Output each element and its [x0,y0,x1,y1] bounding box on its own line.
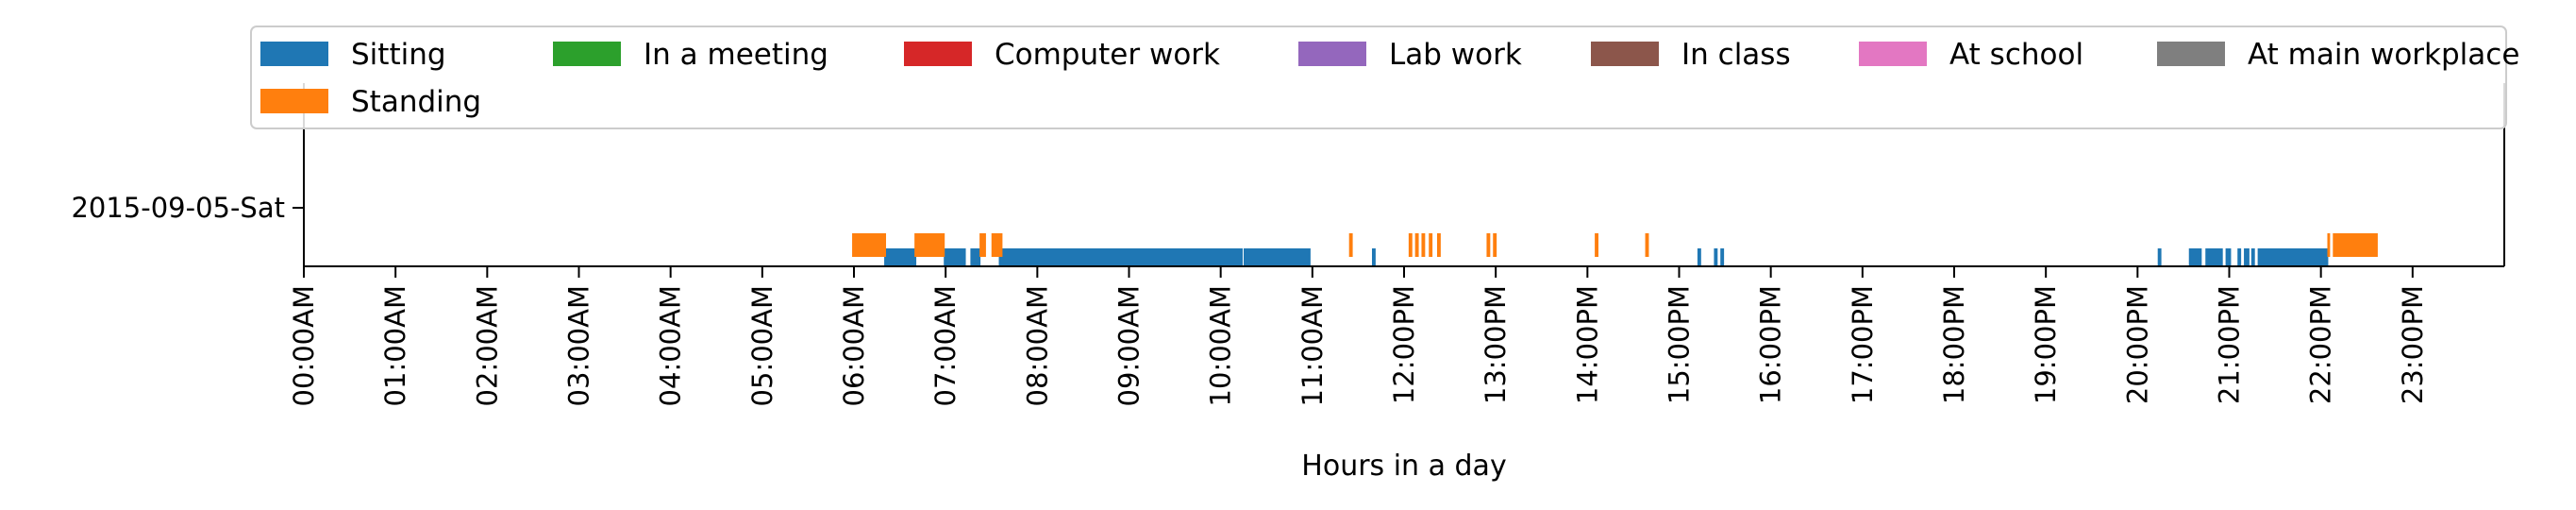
legend-label: Sitting [351,38,446,72]
activity-bar-sitting [1371,248,1376,266]
x-tick-label: 20:00PM [2121,285,2153,404]
x-tick-label: 07:00AM [929,285,962,406]
activity-bar-sitting [944,248,966,266]
x-tick-label: 03:00AM [563,285,595,406]
x-tick-label: 13:00PM [1480,285,1512,404]
activity-bar-sitting [998,248,1243,266]
activity-bar-standing [2333,233,2378,257]
activity-bar-sitting [2237,248,2242,266]
legend-label: Lab work [1389,38,1522,72]
legend-swatch-lab-work [1298,42,1366,66]
activity-bar-sitting [2205,248,2223,266]
legend-swatch-in-class [1591,42,1659,66]
x-tick-label: 11:00AM [1296,285,1329,406]
activity-bar-standing [2327,233,2331,257]
legend-box [250,26,2507,129]
activity-bar-standing [1414,233,1419,257]
activity-bar-sitting [1714,248,1718,266]
activity-bar-sitting [2188,248,2202,266]
x-tick-label: 18:00PM [1938,285,1970,404]
axes-layer: 00:00AM 01:00AM 02:00AM 03:00AM 04:00AM 05:00… [71,83,2505,406]
activity-bar-standing [1493,233,1497,257]
x-tick-label: 06:00AM [838,285,870,406]
activity-bar-sitting [2244,248,2250,266]
activity-bar-standing [1348,233,1353,257]
x-tick-label: 04:00AM [655,285,687,406]
activity-bar-sitting [970,248,981,266]
y-tick-label: 2015-09-05-Sat [71,192,285,224]
x-tick-label: 05:00AM [746,285,778,406]
activity-bar-standing [1429,233,1433,257]
activity-bar-standing [1595,233,1598,257]
legend: Sitting In a meeting Computer work Lab work… [250,26,2519,129]
legend-swatch-standing [260,89,328,113]
activity-bar-sitting [2250,248,2255,266]
x-tick-label: 21:00PM [2214,285,2246,404]
activity-bar-standing [1408,233,1413,257]
x-tick-label: 08:00AM [1021,285,1053,406]
x-tick-label: 19:00PM [2030,285,2062,404]
x-tick-label: 15:00PM [1664,285,1696,404]
legend-label: In a meeting [644,38,828,72]
x-tick-label: 09:00AM [1113,285,1146,406]
activity-bar-standing [852,233,887,257]
activity-bar-standing [1645,233,1649,257]
x-tick-label: 22:00PM [2305,285,2337,404]
activity-bar-sitting [2257,248,2329,266]
bars-layer [852,233,2378,266]
activity-bar-sitting [1697,248,1701,266]
x-tick-label: 23:00PM [2397,285,2429,404]
legend-swatch-computer-work [904,42,972,66]
activity-bar-sitting [2157,248,2162,266]
activity-bar-standing [979,233,986,257]
x-tick-label: 10:00AM [1205,285,1237,406]
activity-bar-sitting [2225,248,2232,266]
activity-bar-standing [914,233,945,257]
activity-bar-standing [991,233,1003,257]
x-tick-label: 01:00AM [379,285,411,406]
activity-bar-sitting [1720,248,1725,266]
activity-bar-standing [1436,233,1441,257]
x-axis-title: Hours in a day [1301,450,1506,483]
x-tick-label: 17:00PM [1847,285,1879,404]
legend-label: Computer work [995,38,1220,72]
legend-swatch-sitting [260,42,328,66]
legend-label: At main workplace [2248,38,2519,72]
x-tick-label: 16:00PM [1755,285,1787,404]
x-tick-label: 02:00AM [471,285,503,406]
activity-bar-sitting [884,248,917,266]
x-tick-label: 12:00PM [1388,285,1420,404]
activity-bar-standing [1486,233,1491,257]
legend-swatch-at-main-workplace [2157,42,2225,66]
x-tick-label: 14:00PM [1571,285,1603,404]
legend-swatch-in-a-meeting [553,42,621,66]
legend-label: Standing [351,85,481,119]
x-tick-label: 00:00AM [288,285,320,406]
legend-label: In class [1681,38,1791,72]
legend-swatch-at-school [1859,42,1927,66]
activity-bar-sitting [1243,248,1311,266]
legend-label: At school [1949,38,2083,72]
activity-bar-standing [1421,233,1426,257]
